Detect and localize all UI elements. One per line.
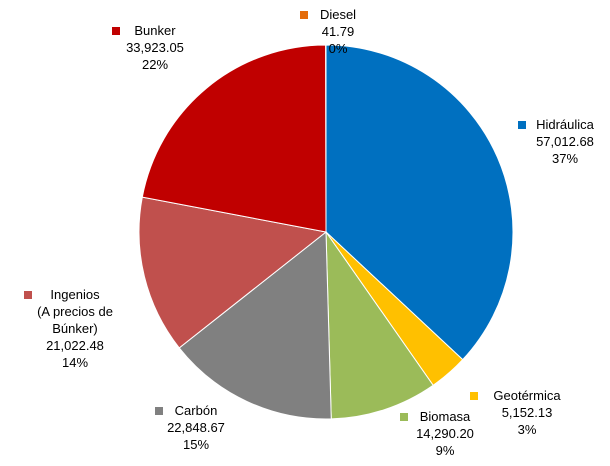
- data-label: Biomasa 14,290.20 9%: [416, 408, 474, 459]
- data-label: Hidráulica 57,012.68 37%: [536, 116, 594, 167]
- percent-label: 15%: [182, 437, 210, 452]
- legend-swatch: [518, 121, 526, 129]
- legend-swatch: [24, 291, 32, 299]
- pie-slice: [178, 230, 332, 420]
- category-label: Geotérmica: [493, 388, 561, 403]
- percent-label: 37%: [551, 151, 579, 166]
- pie-slice: [325, 230, 434, 420]
- pie-slice: [325, 44, 514, 361]
- category-label: Carbón: [174, 403, 218, 418]
- value-label: 5,152.13: [501, 405, 553, 420]
- data-label: Diesel 41.79 0%: [320, 6, 356, 57]
- data-label: Geotérmica 5,152.13 3%: [493, 387, 560, 438]
- value-label: 21,022.48: [46, 338, 104, 353]
- percent-label: 0%: [328, 41, 348, 56]
- category-label: Ingenios (A precios de Búnker): [37, 287, 113, 336]
- percent-label: 9%: [435, 443, 455, 458]
- data-label: Carbón 22,848.67 15%: [167, 402, 225, 453]
- pie-slice: [141, 44, 327, 233]
- legend-swatch: [300, 11, 308, 19]
- category-label: Hidráulica: [536, 117, 594, 132]
- data-label: Bunker 33,923.05 22%: [126, 22, 184, 73]
- data-label: Ingenios (A precios de Búnker) 21,022.48 1…: [37, 286, 113, 371]
- percent-label: 3%: [517, 422, 537, 437]
- value-label: 41.79: [321, 24, 355, 39]
- legend-swatch: [155, 407, 163, 415]
- category-label: Biomasa: [419, 409, 471, 424]
- legend-swatch: [112, 27, 120, 35]
- legend-swatch: [470, 392, 478, 400]
- category-label: Diesel: [319, 7, 357, 22]
- pie-slice: [138, 196, 328, 349]
- value-label: 14,290.20: [416, 426, 474, 441]
- category-label: Bunker: [134, 23, 176, 38]
- legend-swatch: [400, 413, 408, 421]
- value-label: 22,848.67: [167, 420, 225, 435]
- value-label: 33,923.05: [126, 40, 184, 55]
- value-label: 57,012.68: [536, 134, 594, 149]
- percent-label: 14%: [61, 355, 89, 370]
- percent-label: 22%: [141, 57, 169, 72]
